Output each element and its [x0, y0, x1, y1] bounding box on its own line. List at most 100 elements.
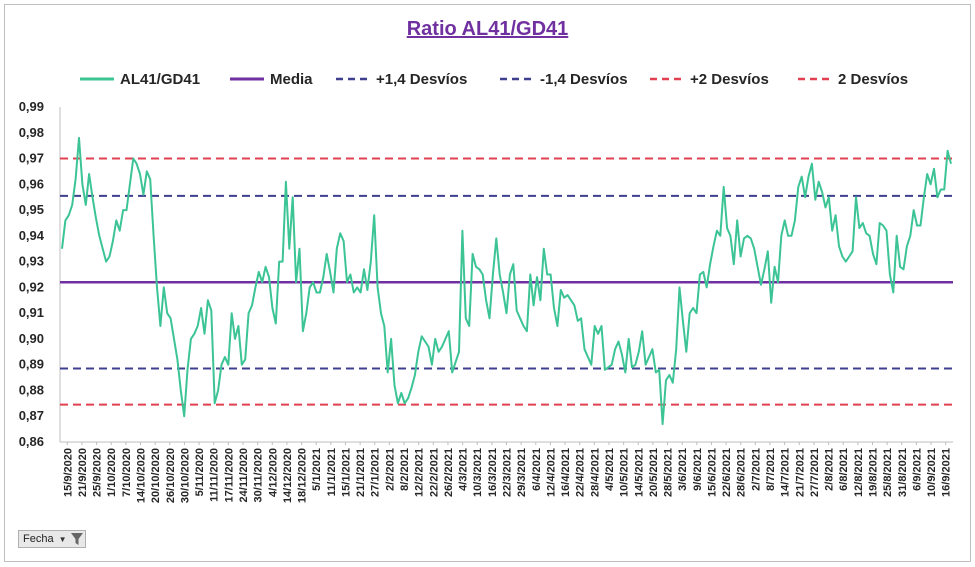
x-tick-label: 14/10/2020	[136, 448, 148, 503]
legend-label: +1,4 Desvíos	[376, 70, 468, 88]
y-tick-label: 0,90	[19, 331, 44, 346]
dropdown-arrow-icon: ▼	[58, 534, 67, 544]
legend-item-media: Media	[230, 68, 313, 90]
x-tick-label: 17/11/2020	[223, 448, 235, 502]
x-tick-label: 28/4/2021	[589, 448, 601, 497]
y-tick-label: 0,92	[19, 279, 44, 294]
y-tick-label: 0,87	[19, 408, 44, 423]
y-tick-label: 0,89	[19, 357, 44, 372]
funnel-icon	[70, 533, 83, 545]
x-tick-label: 4/5/2021	[604, 448, 616, 491]
series-line-al41-gd41	[61, 136, 952, 425]
x-tick-label: 8/2/2021	[399, 448, 411, 491]
y-tick-label: 0,91	[19, 305, 44, 320]
legend-swatch-solid-teal	[80, 77, 114, 81]
x-tick-label: 31/8/2021	[897, 448, 909, 497]
x-tick-label: 16/3/2021	[487, 448, 499, 497]
x-tick-label: 19/8/2021	[867, 448, 879, 497]
legend-item-plus-1-4: +1,4 Desvíos	[336, 68, 467, 90]
x-tick-label: 30/10/2020	[179, 448, 191, 503]
x-tick-label: 21/1/2021	[355, 448, 367, 497]
x-tick-label: 6/9/2021	[911, 448, 923, 491]
x-tick-label: 22/6/2021	[721, 448, 733, 497]
x-tick-label: 2/2/2021	[384, 448, 396, 491]
x-tick-label: 16/4/2021	[560, 448, 572, 497]
y-tick-label: 0,88	[19, 382, 44, 397]
x-tick-label: 8/7/2021	[765, 448, 777, 491]
x-tick-label: 21/9/2020	[77, 448, 89, 497]
x-tick-label: 12/8/2021	[853, 448, 865, 497]
x-tick-label: 12/4/2021	[545, 448, 557, 497]
x-tick-label: 26/10/2020	[165, 448, 177, 503]
legend-item-minus-2: 2 Desvíos	[798, 68, 908, 90]
x-tick-label: 15/9/2020	[62, 448, 74, 497]
x-tick-label: 20/5/2021	[648, 448, 660, 497]
x-tick-label: 15/1/2021	[340, 448, 352, 497]
x-tick-label: 20/10/2020	[150, 448, 162, 503]
x-tick-label: 22/3/2021	[502, 448, 514, 497]
x-tick-label: 14/5/2021	[633, 448, 645, 497]
legend-label: -1,4 Desvíos	[540, 70, 628, 88]
x-tick-label: 7/10/2020	[121, 448, 133, 497]
fecha-filter-button[interactable]: Fecha ▼	[18, 530, 86, 548]
x-tick-label: 2/8/2021	[824, 448, 836, 491]
y-tick-label: 0,86	[19, 434, 44, 449]
legend-swatch-solid-purple	[230, 77, 264, 81]
y-tick-label: 0,96	[19, 176, 44, 191]
x-tick-label: 30/11/2020	[253, 448, 265, 502]
legend-item-plus-2: +2 Desvíos	[650, 68, 769, 90]
chart-title: Ratio AL41/GD41	[406, 18, 569, 40]
x-tick-label: 27/1/2021	[370, 448, 382, 497]
x-tick-label: 5/1/2021	[311, 448, 323, 491]
x-tick-label: 2/7/2021	[750, 448, 762, 491]
x-tick-label: 6/8/2021	[838, 448, 850, 491]
x-tick-label: 11/1/2021	[326, 448, 338, 496]
x-tick-label: 18/12/2020	[297, 448, 309, 503]
x-tick-label: 29/3/2021	[516, 448, 528, 497]
y-tick-label: 0,97	[19, 151, 44, 166]
x-tick-label: 16/9/2021	[941, 448, 953, 497]
legend-item-al41-gd41: AL41/GD41	[80, 68, 200, 90]
y-tick-label: 0,99	[19, 99, 44, 114]
y-tick-label: 0,93	[19, 254, 44, 269]
chart-legend: AL41/GD41 Media +1,4 Desvíos -1,4 Desvío…	[0, 68, 975, 90]
x-tick-label: 4/12/2020	[267, 448, 279, 497]
y-tick-label: 0,94	[19, 228, 45, 243]
x-tick-label: 6/4/2021	[531, 448, 543, 491]
x-tick-label: 21/7/2021	[794, 448, 806, 497]
x-tick-label: 9/6/2021	[692, 448, 704, 491]
x-tick-label: 25/9/2020	[92, 448, 104, 497]
x-tick-label: 14/12/2020	[282, 448, 294, 503]
legend-swatch-dashed-navy	[500, 77, 534, 81]
legend-item-minus-1-4: -1,4 Desvíos	[500, 68, 628, 90]
filter-label: Fecha	[23, 533, 54, 545]
x-tick-label: 22/4/2021	[575, 448, 587, 497]
y-tick-label: 0,98	[19, 125, 44, 140]
x-tick-label: 11/11/2020	[209, 448, 221, 502]
x-tick-label: 28/5/2021	[663, 448, 675, 497]
legend-swatch-dashed-red	[798, 77, 832, 81]
legend-label: 2 Desvíos	[838, 70, 909, 88]
legend-label: AL41/GD41	[120, 70, 201, 88]
x-tick-label: 15/6/2021	[706, 448, 718, 497]
x-tick-label: 14/7/2021	[780, 448, 792, 497]
legend-swatch-dashed-navy	[336, 77, 370, 81]
x-tick-label: 10/9/2021	[926, 448, 938, 497]
x-tick-label: 26/2/2021	[443, 448, 455, 497]
legend-swatch-dashed-red	[650, 77, 684, 81]
x-tick-label: 4/3/2021	[458, 448, 470, 491]
y-tick-label: 0,95	[19, 202, 44, 217]
legend-label: Media	[270, 70, 313, 88]
x-tick-label: 24/11/2020	[238, 448, 250, 502]
x-tick-label: 5/11/2020	[194, 448, 206, 496]
legend-label: +2 Desvíos	[690, 70, 769, 88]
x-tick-label: 12/2/2021	[414, 448, 426, 497]
x-tick-label: 1/10/2020	[106, 448, 118, 497]
x-tick-label: 27/7/2021	[809, 448, 821, 497]
x-tick-label: 10/3/2021	[472, 448, 484, 497]
x-tick-label: 28/6/2021	[736, 448, 748, 497]
x-tick-label: 22/2/2021	[428, 448, 440, 497]
x-tick-label: 3/6/2021	[677, 448, 689, 491]
x-tick-label: 25/8/2021	[882, 448, 894, 497]
